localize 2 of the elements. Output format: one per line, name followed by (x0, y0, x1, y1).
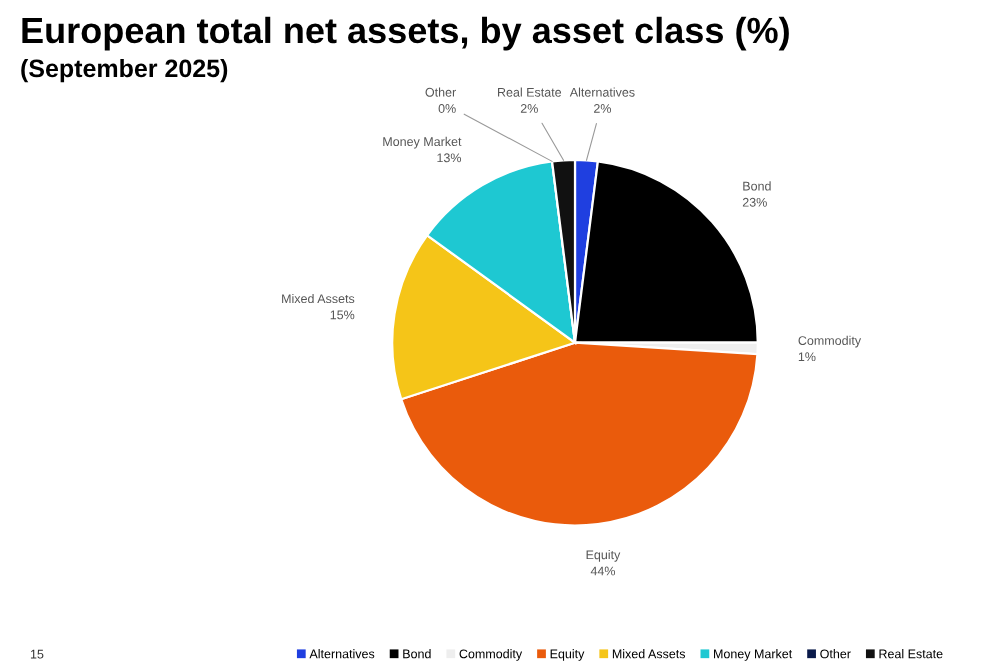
chart-title: European total net assets, by asset class (%) (22, 16, 789, 51)
chart-subtitle: (September 2025) (21, 58, 228, 83)
